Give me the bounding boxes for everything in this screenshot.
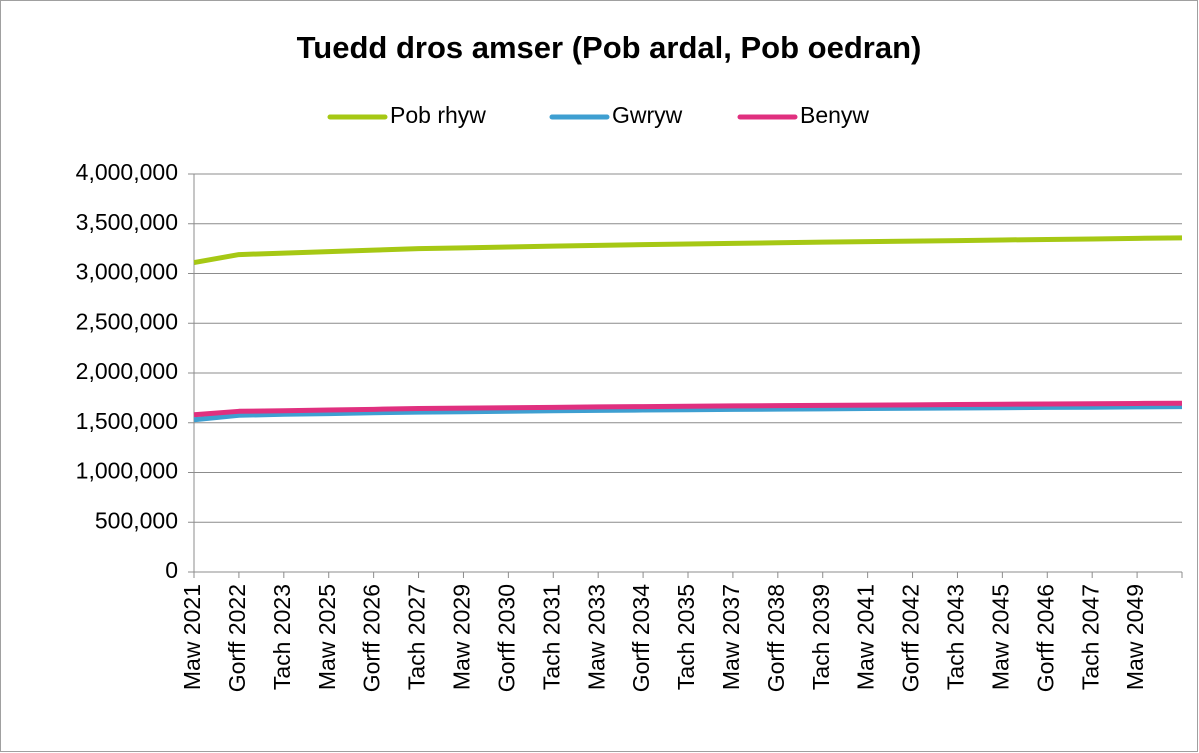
x-tick-label: Maw 2049: [1122, 584, 1148, 690]
x-tick-label: Maw 2025: [314, 584, 340, 690]
x-tick-label: Tach 2035: [673, 584, 699, 690]
legend-label: Benyw: [800, 102, 869, 128]
x-tick-label: Maw 2041: [853, 584, 879, 690]
x-tick-label: Gorff 2042: [898, 584, 924, 692]
y-tick-label: 1,000,000: [76, 458, 178, 484]
y-tick-label: 4,000,000: [76, 159, 178, 185]
x-tick-label: Maw 2033: [583, 584, 609, 690]
x-tick-label: Maw 2029: [449, 584, 475, 690]
x-tick-label: Tach 2031: [538, 584, 564, 690]
y-tick-label: 1,500,000: [76, 408, 178, 434]
x-tick-label: Gorff 2026: [359, 584, 385, 692]
x-tick-label: Gorff 2030: [493, 584, 519, 692]
legend-label: Pob rhyw: [390, 102, 486, 128]
x-tick-label: Gorff 2034: [628, 584, 654, 692]
y-tick-label: 3,000,000: [76, 259, 178, 285]
y-tick-label: 2,000,000: [76, 358, 178, 384]
series-line: [193, 235, 1183, 266]
x-tick-label: Maw 2045: [987, 584, 1013, 690]
y-tick-label: 3,500,000: [76, 209, 178, 235]
y-tick-label: 0: [165, 557, 178, 583]
x-tick-label: Gorff 2022: [224, 584, 250, 692]
legend-label: Gwryw: [612, 102, 683, 128]
y-tick-label: 2,500,000: [76, 308, 178, 334]
series-line: [193, 400, 1183, 418]
x-tick-label: Tach 2039: [808, 584, 834, 690]
chart-title: Tuedd dros amser (Pob ardal, Pob oedran): [297, 30, 922, 65]
x-tick-label: Tach 2023: [269, 584, 295, 690]
x-tick-label: Tach 2043: [943, 584, 969, 690]
x-tick-label: Tach 2047: [1077, 584, 1103, 690]
series-line: [193, 404, 1183, 423]
x-tick-label: Tach 2027: [404, 584, 430, 690]
x-tick-label: Gorff 2038: [763, 584, 789, 692]
x-tick-label: Maw 2021: [179, 584, 205, 690]
x-tick-label: Maw 2037: [718, 584, 744, 690]
x-tick-label: Gorff 2046: [1032, 584, 1058, 692]
y-tick-label: 500,000: [95, 507, 178, 533]
